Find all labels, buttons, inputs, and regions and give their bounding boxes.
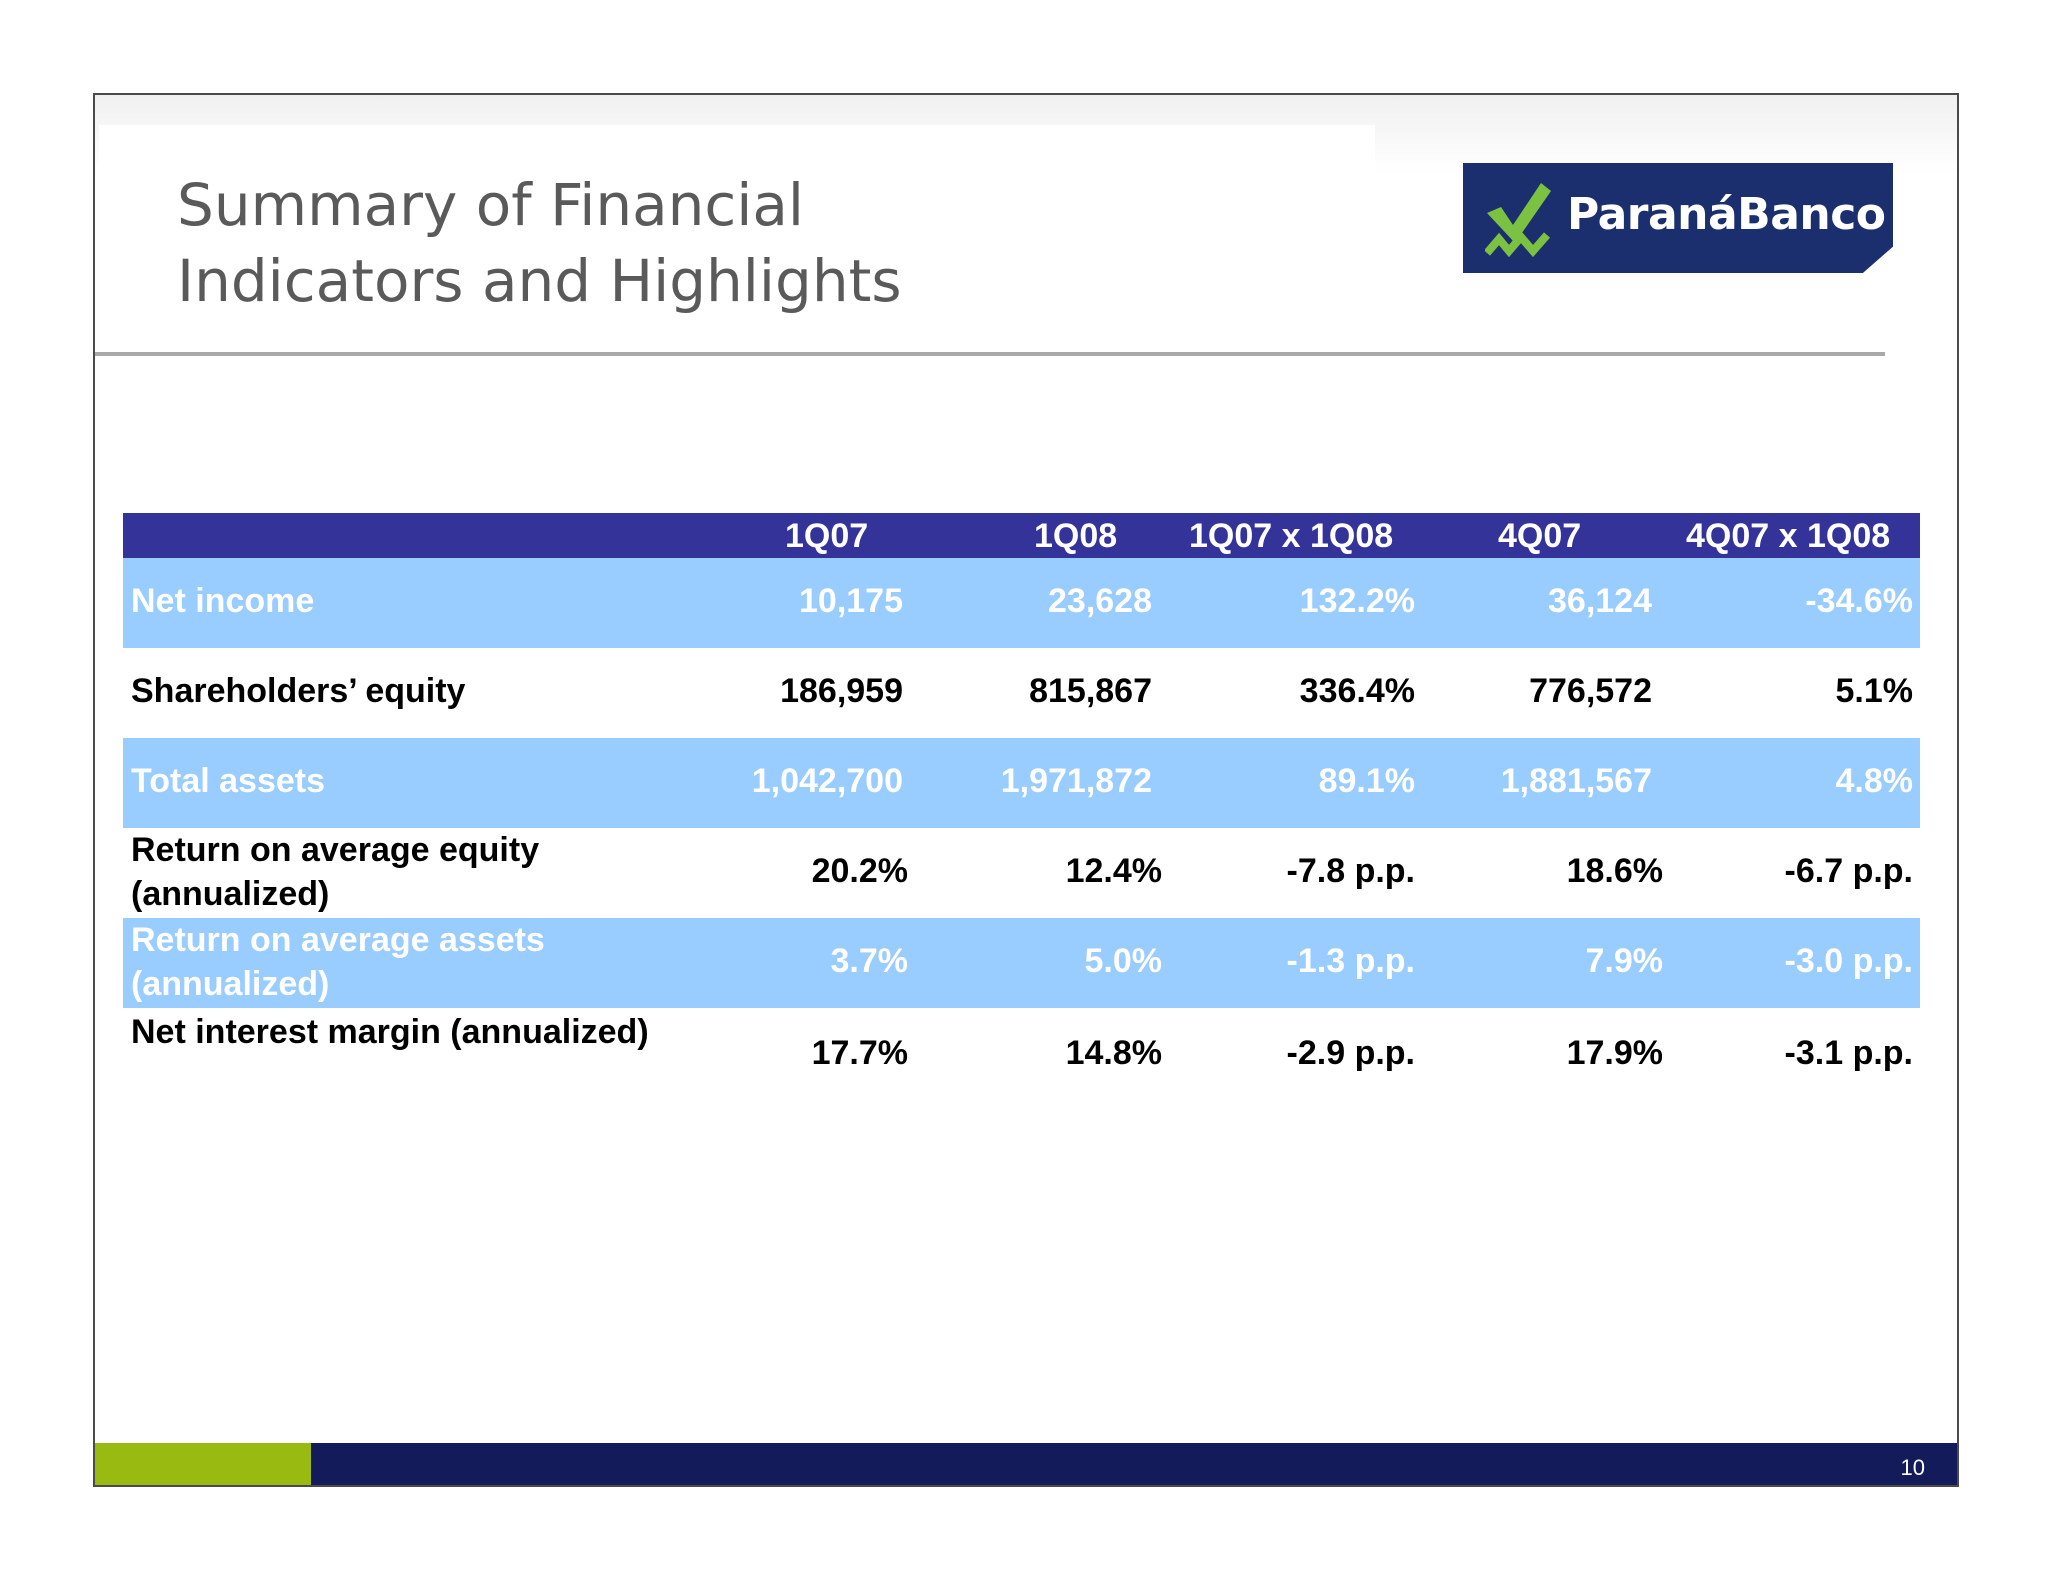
cell-4q07-x-1q08: -34.6%: [1805, 582, 1913, 620]
cell-4q07: 7.9%: [1585, 942, 1664, 980]
cell-1q07: 10,175: [799, 582, 903, 620]
cell-4q07: 36,124: [1548, 582, 1652, 620]
cell-4q07: 1,881,567: [1500, 762, 1652, 800]
cell-1q07-x-1q08: -2.9 p.p.: [1286, 1034, 1415, 1072]
page-title-line-2: Indicators and Highlights: [177, 247, 902, 315]
cell-1q08: 815,867: [1029, 672, 1152, 710]
cell-1q07-x-1q08: -1.3 p.p.: [1286, 942, 1415, 980]
column-header-4q07-x-1q08: 4Q07 x 1Q08: [1686, 517, 1891, 555]
table-row: Total assets 1,042,700 1,971,872 89.1% 1…: [123, 738, 1920, 828]
table-row: Net interest margin (annualized) 17.7% 1…: [123, 1008, 1920, 1098]
cell-1q07: 1,042,700: [751, 762, 903, 800]
cell-4q07-x-1q08: 4.8%: [1835, 762, 1914, 800]
column-header-1q07: 1Q07: [785, 517, 869, 555]
row-label: Net income: [131, 582, 315, 620]
row-label: Return on average assets (annualized): [131, 921, 545, 1003]
cell-1q07: 20.2%: [811, 852, 908, 890]
cell-1q08: 23,628: [1048, 582, 1152, 620]
table-header-row: 1Q07 1Q08 1Q07 x 1Q08 4Q07 4Q07 x 1Q08: [123, 513, 1920, 558]
cell-4q07-x-1q08: -3.1 p.p.: [1784, 1034, 1913, 1072]
footer-accent-bar: [95, 1443, 311, 1485]
row-label: Net interest margin (annualized): [131, 1013, 649, 1051]
cell-1q08: 1,971,872: [1000, 762, 1152, 800]
slide: Summary of Financial Indicators and High…: [93, 93, 1959, 1487]
header-panel: [99, 125, 1375, 325]
table-row: Return on average assets (annualized) 3.…: [123, 918, 1920, 1008]
cell-1q07: 3.7%: [830, 942, 909, 980]
cell-1q08: 14.8%: [1065, 1034, 1162, 1072]
column-header-1q07-x-1q08: 1Q07 x 1Q08: [1189, 517, 1394, 555]
table-row: Net income 10,175 23,628 132.2% 36,124 -…: [123, 558, 1920, 648]
logo-text: ParanáBanco: [1567, 189, 1886, 240]
cell-4q07-x-1q08: -3.0 p.p.: [1784, 942, 1913, 980]
header-divider: [95, 352, 1885, 356]
table-row: Shareholders’ equity 186,959 815,867 336…: [123, 648, 1920, 738]
page-title-line-1: Summary of Financial: [177, 171, 805, 239]
page-title: Summary of Financial Indicators and High…: [177, 167, 902, 319]
cell-1q07-x-1q08: 336.4%: [1299, 672, 1415, 710]
row-label: Shareholders’ equity: [131, 672, 466, 710]
cell-4q07: 17.9%: [1566, 1034, 1663, 1072]
cell-1q07-x-1q08: 89.1%: [1318, 762, 1415, 800]
row-label: Total assets: [131, 762, 326, 800]
cell-1q08: 12.4%: [1065, 852, 1162, 890]
table-row: Return on average equity (annualized) 20…: [123, 828, 1920, 918]
page-number: 10: [1900, 1455, 1925, 1480]
cell-1q07-x-1q08: 132.2%: [1299, 582, 1415, 620]
footer-bar: [311, 1443, 1957, 1485]
column-header-4q07: 4Q07: [1498, 517, 1582, 555]
financial-table: 1Q07 1Q08 1Q07 x 1Q08 4Q07 4Q07 x 1Q08 N…: [123, 513, 1920, 1098]
cell-4q07: 776,572: [1529, 672, 1652, 710]
row-label: Return on average equity (annualized): [131, 831, 540, 913]
cell-1q07-x-1q08: -7.8 p.p.: [1286, 852, 1415, 890]
cell-4q07: 18.6%: [1566, 852, 1663, 890]
cell-4q07-x-1q08: 5.1%: [1835, 672, 1914, 710]
cell-1q07: 186,959: [780, 672, 903, 710]
column-header-1q08: 1Q08: [1034, 517, 1118, 555]
cell-4q07-x-1q08: -6.7 p.p.: [1784, 852, 1913, 890]
cell-1q08: 5.0%: [1084, 942, 1163, 980]
logo-mark-icon: [1485, 183, 1551, 257]
cell-1q07: 17.7%: [811, 1034, 908, 1072]
parana-banco-logo: ParanáBanco: [1463, 163, 1893, 273]
